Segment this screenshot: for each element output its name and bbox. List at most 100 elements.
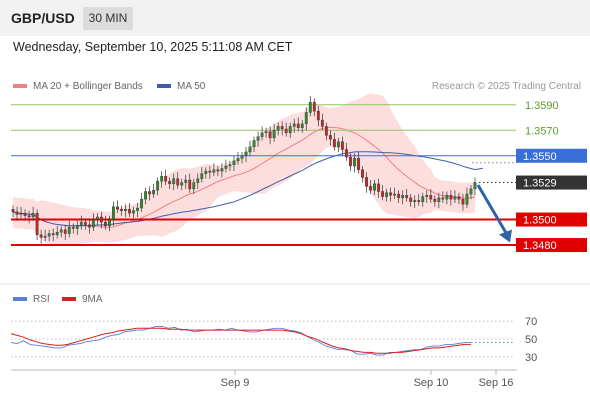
candle-body — [473, 182, 477, 190]
candle-body — [43, 235, 47, 238]
candle-body — [445, 195, 449, 200]
candle-body — [332, 138, 336, 148]
candle — [67, 220, 71, 238]
candle — [87, 219, 91, 234]
candle — [91, 213, 95, 232]
level-badge-last — [516, 175, 587, 190]
candle-body — [172, 178, 176, 185]
candle-body — [116, 206, 119, 210]
timestamp: Wednesday, September 10, 2025 5:11:08 AM… — [13, 40, 293, 54]
candle-body — [449, 195, 453, 200]
ma50-label: MA 50 — [177, 81, 206, 92]
candle-body — [252, 140, 256, 148]
candle — [397, 190, 401, 203]
level-label-r1: 1.3570 — [525, 125, 559, 137]
legend-ma20: MA 20 + Bollinger Bands — [13, 81, 143, 92]
candle-body — [27, 215, 31, 218]
candle — [200, 167, 204, 183]
candle — [268, 126, 272, 145]
candle — [449, 190, 453, 206]
candle — [71, 223, 75, 234]
candle-body — [112, 206, 115, 220]
candle — [288, 122, 292, 138]
candle-body — [357, 158, 360, 170]
candle — [132, 206, 135, 219]
candle — [188, 173, 192, 193]
candle — [272, 123, 276, 142]
candle-body — [136, 207, 139, 211]
candle-body — [208, 170, 212, 173]
candle — [144, 187, 147, 205]
candle-body — [377, 183, 380, 192]
candle-body — [228, 164, 232, 167]
candle — [15, 206, 19, 221]
candle-body — [345, 149, 348, 158]
candle-body — [144, 191, 147, 200]
candle-body — [425, 195, 429, 197]
forecast-arrow-head — [499, 229, 512, 243]
candle — [441, 191, 445, 203]
price-levels: 1.3590 1.3570 1.3550 1.3529 1.3500 1.3480 — [11, 100, 587, 253]
candle — [23, 209, 27, 221]
candle — [228, 160, 232, 172]
candle — [220, 163, 224, 178]
candle — [180, 178, 184, 191]
candle — [108, 215, 111, 232]
level-badge-s2 — [516, 238, 587, 253]
candle-body — [284, 128, 288, 134]
candle — [27, 210, 31, 224]
candle-body — [337, 141, 340, 148]
candle — [112, 201, 115, 226]
candle — [373, 180, 376, 196]
candle — [95, 213, 99, 225]
candle-body — [461, 198, 465, 205]
bollinger-bands — [12, 93, 484, 246]
timeframe-button[interactable]: 30 MIN — [83, 7, 133, 30]
candle — [11, 205, 15, 217]
candle-body — [91, 219, 95, 228]
candle-body — [288, 126, 292, 134]
candle — [256, 131, 260, 147]
candle-body — [176, 178, 180, 186]
candle — [300, 120, 304, 133]
level-label-r2: 1.3590 — [525, 100, 559, 112]
candle-body — [71, 226, 75, 229]
candle-body — [312, 102, 316, 112]
candle-body — [441, 197, 445, 200]
candle-body — [200, 173, 204, 179]
candle-body — [160, 175, 164, 182]
candle-body — [385, 192, 389, 197]
candle — [365, 172, 368, 193]
candle-body — [79, 221, 83, 227]
candle — [39, 229, 43, 244]
x-tick-label: Sep 16 — [479, 377, 514, 389]
candle-body — [260, 132, 264, 137]
candle-body — [369, 186, 372, 191]
candle-body — [328, 135, 332, 140]
legend-rsi: RSI — [13, 294, 50, 305]
candle — [35, 209, 39, 240]
rsi-swatch — [13, 297, 27, 302]
candle — [248, 140, 252, 156]
candle — [252, 136, 256, 152]
candle — [204, 167, 208, 179]
candle-body — [152, 190, 156, 195]
candle — [377, 178, 380, 198]
candle-body — [212, 169, 216, 173]
candle-body — [429, 195, 433, 200]
candle-body — [292, 123, 296, 127]
candle — [43, 229, 47, 242]
x-tick-label: Sep 10 — [414, 377, 449, 389]
candle — [128, 202, 131, 217]
candle — [75, 220, 79, 235]
candle-body — [320, 119, 324, 127]
candle — [437, 192, 441, 209]
candle-body — [256, 136, 260, 141]
x-tick-label: Sep 9 — [221, 377, 250, 389]
candle-body — [433, 198, 437, 202]
rsi-tick-label: 70 — [525, 316, 537, 328]
rsi-tick-label: 30 — [525, 352, 537, 364]
candle — [164, 169, 168, 186]
candle — [332, 132, 336, 151]
